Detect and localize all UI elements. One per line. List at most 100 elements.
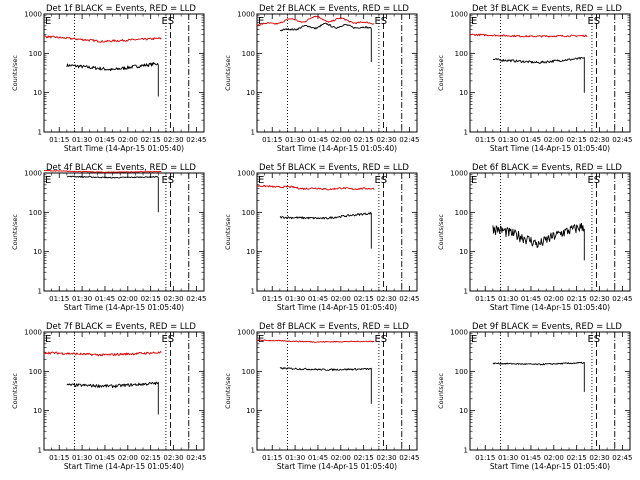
- lld-series-line: [43, 351, 162, 357]
- y-tick-label: 1: [464, 288, 468, 296]
- x-tick-label: 02:30: [163, 454, 183, 462]
- y-tick-label: 1000: [450, 11, 468, 19]
- y-tick-label: 1000: [24, 11, 42, 19]
- marker-es: ES: [374, 16, 387, 27]
- y-tick-label: 10: [33, 248, 42, 256]
- y-tick-label: 1000: [24, 170, 42, 178]
- x-tick-label: 01:30: [72, 295, 92, 303]
- x-tick-label: 02:45: [612, 136, 632, 144]
- x-tick-label: 01:45: [521, 136, 541, 144]
- plot-frame: [469, 13, 631, 133]
- y-tick-label: 1: [38, 129, 42, 137]
- x-tick-label: 01:15: [262, 136, 282, 144]
- y-tick-label: 1000: [237, 11, 255, 19]
- y-axis-label: Counts/sec: [224, 214, 232, 250]
- y-axis-label: Counts/sec: [224, 55, 232, 91]
- x-tick-label: 02:30: [163, 295, 183, 303]
- marker-e: E: [258, 334, 264, 345]
- x-tick-label: 02:45: [612, 454, 632, 462]
- x-tick-label: 01:45: [308, 295, 328, 303]
- plot-frame: [43, 172, 205, 292]
- y-tick-label: 1: [464, 129, 468, 137]
- x-tick-label: 02:30: [163, 136, 183, 144]
- x-tick-label: 02:00: [118, 136, 138, 144]
- marker-es: ES: [374, 175, 387, 186]
- y-axis-label: Counts/sec: [437, 214, 445, 250]
- x-tick-label: 02:15: [141, 295, 161, 303]
- x-tick-label: 02:45: [186, 454, 206, 462]
- x-tick-label: 01:30: [285, 454, 305, 462]
- x-tick-label: 02:30: [376, 454, 396, 462]
- x-tick-label: 01:30: [498, 136, 518, 144]
- panel-det-2: Det 2f BLACK = Events, RED = LLD 1 10 100 10…: [224, 4, 419, 153]
- y-tick-label: 1: [38, 288, 42, 296]
- x-tick-label: 02:00: [118, 295, 138, 303]
- x-tick-label: 02:45: [612, 295, 632, 303]
- lld-series-line: [256, 15, 375, 26]
- events-series-line: [66, 175, 159, 213]
- y-tick-label: 100: [242, 50, 255, 58]
- events-series-line: [492, 361, 585, 392]
- y-tick-label: 100: [29, 209, 42, 217]
- x-tick-label: 01:15: [49, 295, 69, 303]
- x-tick-label: 02:15: [354, 295, 374, 303]
- panel-title: Det 5f BLACK = Events, RED = LLD: [259, 163, 409, 173]
- panel-title: Det 6f BLACK = Events, RED = LLD: [472, 163, 622, 173]
- marker-e: E: [471, 334, 477, 345]
- x-tick-label: 02:00: [544, 136, 564, 144]
- plot-frame: [256, 172, 418, 292]
- x-tick-label: 01:30: [72, 136, 92, 144]
- plot-frame: [256, 13, 418, 133]
- events-series-line: [279, 212, 372, 249]
- x-tick-label: 01:30: [285, 136, 305, 144]
- y-tick-label: 1000: [24, 329, 42, 337]
- x-tick-label: 02:00: [118, 454, 138, 462]
- x-tick-label: 01:45: [95, 454, 115, 462]
- x-axis-label: Start Time (14-Apr-15 01:05:40): [64, 462, 184, 471]
- marker-e: E: [471, 16, 477, 27]
- y-tick-label: 1: [251, 447, 255, 455]
- y-tick-label: 1000: [237, 329, 255, 337]
- y-tick-label: 1: [38, 447, 42, 455]
- y-tick-label: 10: [246, 407, 255, 415]
- x-tick-label: 02:00: [544, 454, 564, 462]
- x-tick-label: 01:15: [262, 454, 282, 462]
- y-tick-label: 1: [251, 288, 255, 296]
- x-tick-label: 02:15: [567, 454, 587, 462]
- x-axis-label: Start Time (14-Apr-15 01:05:40): [490, 303, 610, 312]
- y-tick-label: 10: [33, 89, 42, 97]
- marker-es: ES: [374, 334, 387, 345]
- y-axis-label: Counts/sec: [11, 55, 19, 91]
- x-axis-label: Start Time (14-Apr-15 01:05:40): [490, 144, 610, 153]
- marker-es: ES: [161, 334, 174, 345]
- y-tick-label: 10: [33, 407, 42, 415]
- x-tick-label: 01:30: [72, 454, 92, 462]
- marker-e: E: [45, 334, 51, 345]
- panel-det-5: Det 5f BLACK = Events, RED = LLD 1 10 100 10…: [224, 163, 419, 312]
- x-tick-label: 02:15: [567, 136, 587, 144]
- y-tick-label: 100: [242, 368, 255, 376]
- x-tick-label: 02:45: [186, 295, 206, 303]
- y-tick-label: 100: [242, 209, 255, 217]
- panel-title: Det 1f BLACK = Events, RED = LLD: [46, 4, 196, 14]
- y-axis-label: Counts/sec: [11, 373, 19, 409]
- y-tick-label: 1000: [450, 170, 468, 178]
- x-axis-label: Start Time (14-Apr-15 01:05:40): [277, 144, 397, 153]
- x-axis-label: Start Time (14-Apr-15 01:05:40): [64, 144, 184, 153]
- marker-e: E: [45, 175, 51, 186]
- marker-es: ES: [587, 16, 600, 27]
- y-tick-label: 10: [459, 248, 468, 256]
- x-tick-label: 01:15: [475, 454, 495, 462]
- panel-det-6: Det 6f BLACK = Events, RED = LLD 1 10 100 10…: [437, 163, 632, 312]
- y-tick-label: 1000: [450, 329, 468, 337]
- panel-title: Det 2f BLACK = Events, RED = LLD: [259, 4, 409, 14]
- y-tick-label: 100: [455, 368, 468, 376]
- panel-det-4: Det 4f BLACK = Events, RED = LLD 1 10 100 10…: [11, 163, 206, 312]
- y-axis-label: Counts/sec: [437, 55, 445, 91]
- x-axis-label: Start Time (14-Apr-15 01:05:40): [64, 303, 184, 312]
- plot-frame: [256, 331, 418, 451]
- y-tick-label: 1: [251, 129, 255, 137]
- y-tick-label: 100: [455, 50, 468, 58]
